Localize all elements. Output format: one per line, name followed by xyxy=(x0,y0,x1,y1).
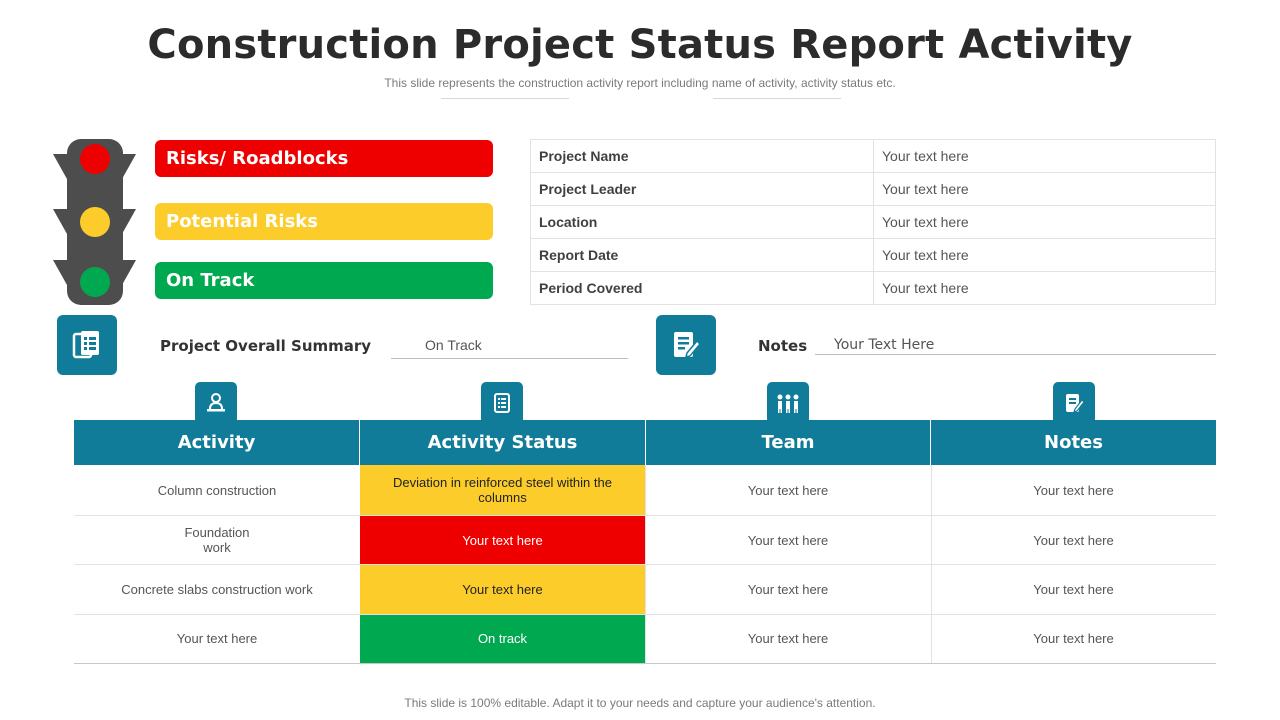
table-cell-activity: Foundation work xyxy=(184,525,250,555)
red-light-icon xyxy=(80,144,110,174)
info-key: Project Leader xyxy=(530,172,874,206)
info-key: Project Name xyxy=(530,139,874,173)
notes-label: Notes xyxy=(758,337,808,355)
info-value[interactable]: Your text here xyxy=(873,238,1216,272)
notes-underline xyxy=(815,354,1216,355)
table-cell-team: Your text here xyxy=(747,532,829,548)
summary-value[interactable]: On Track xyxy=(425,337,482,353)
info-value[interactable]: Your text here xyxy=(873,139,1216,173)
column-header-notes: Notes xyxy=(931,420,1216,465)
column-header-activity-status: Activity Status xyxy=(360,420,645,465)
column-divider xyxy=(645,465,646,663)
legend-on-track: On Track xyxy=(155,262,493,299)
checklist-icon xyxy=(481,382,523,424)
info-value[interactable]: Your text here xyxy=(873,271,1216,305)
table-cell-team: Your text here xyxy=(747,631,829,646)
table-cell-team: Your text here xyxy=(747,482,829,498)
page-subtitle: This slide represents the construction a… xyxy=(384,76,896,90)
table-cell-status: On track xyxy=(360,614,645,663)
summary-underline xyxy=(391,358,628,359)
notes-edit-icon xyxy=(1053,382,1095,424)
legend-potential-risks: Potential Risks xyxy=(155,203,493,240)
green-light-icon xyxy=(80,267,110,297)
table-cell-status: Deviation in reinforced steel within the… xyxy=(360,465,645,515)
worker-desk-icon xyxy=(195,382,237,424)
project-info-table: Project Name Your text here Project Leade… xyxy=(530,139,1216,305)
footer-note: This slide is 100% editable. Adapt it to… xyxy=(404,696,876,710)
table-cell-notes: Your text here xyxy=(1033,631,1114,646)
info-row: Period Covered Your text here xyxy=(530,271,1216,305)
table-cell-status: Your text here xyxy=(360,515,645,565)
notes-value[interactable]: Your Text Here xyxy=(834,337,935,353)
column-header-team: Team xyxy=(646,420,930,465)
column-header-activity: Activity xyxy=(74,420,359,465)
table-cell-notes: Your text here xyxy=(1033,482,1114,498)
document-list-icon xyxy=(57,315,117,375)
subtitle-underline xyxy=(713,98,841,99)
info-value[interactable]: Your text here xyxy=(873,205,1216,239)
info-key: Location xyxy=(530,205,874,239)
yellow-light-icon xyxy=(80,207,110,237)
column-divider xyxy=(931,465,932,663)
subtitle-underline xyxy=(441,98,569,99)
table-cell-notes: Your text here xyxy=(1033,532,1114,548)
table-cell-activity: Column construction xyxy=(157,482,277,498)
info-key: Period Covered xyxy=(530,271,874,305)
table-bottom-border xyxy=(74,663,1216,664)
team-icon xyxy=(767,382,809,424)
table-cell-notes: Your text here xyxy=(1033,582,1114,597)
page-title: Construction Project Status Report Activ… xyxy=(147,22,1133,68)
info-value[interactable]: Your text here xyxy=(873,172,1216,206)
table-cell-status: Your text here xyxy=(360,565,645,614)
info-row: Project Name Your text here xyxy=(530,139,1216,173)
info-row: Project Leader Your text here xyxy=(530,172,1216,206)
edit-document-icon xyxy=(656,315,716,375)
legend-risks: Risks/ Roadblocks xyxy=(155,140,493,177)
table-cell-activity: Concrete slabs construction work xyxy=(121,582,313,597)
info-row: Location Your text here xyxy=(530,205,1216,239)
info-row: Report Date Your text here xyxy=(530,238,1216,272)
table-cell-activity: Your text here xyxy=(176,631,258,646)
info-key: Report Date xyxy=(530,238,874,272)
table-cell-team: Your text here xyxy=(747,582,829,597)
summary-label: Project Overall Summary xyxy=(160,337,372,355)
